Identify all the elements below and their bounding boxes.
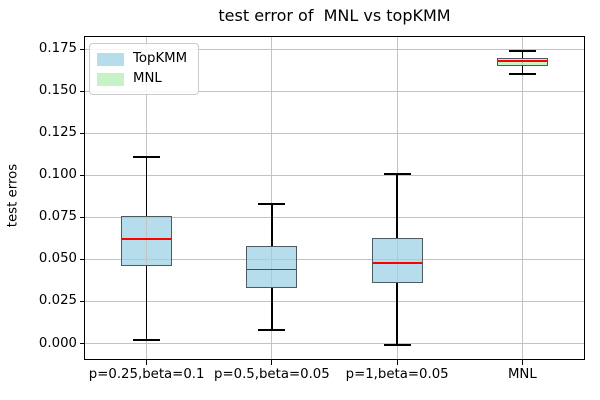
y-tick-mark: [79, 90, 84, 92]
box-median-line: [247, 268, 297, 271]
whisker-lower-line: [271, 288, 273, 331]
box-rect: [246, 245, 298, 288]
gridline-y: [84, 300, 585, 302]
y-tick-label: 0.150: [38, 83, 77, 99]
gridline-x: [271, 36, 273, 360]
whisker-cap-bottom: [508, 73, 536, 76]
whisker-cap-top: [383, 172, 411, 175]
legend-swatch: [97, 72, 124, 86]
whisker-cap-bottom: [133, 339, 161, 342]
whisker-lower-line: [396, 282, 398, 346]
whisker-upper-line: [271, 203, 273, 246]
y-tick-mark: [79, 132, 84, 134]
y-tick-mark: [79, 174, 84, 176]
y-tick-label: 0.175: [38, 41, 77, 57]
y-tick-label: 0.000: [38, 335, 77, 351]
gridline-y: [84, 132, 585, 134]
y-tick-label: 0.100: [38, 167, 77, 183]
gridline-y: [84, 343, 585, 344]
legend-swatch: [97, 52, 124, 66]
box-rect: [371, 237, 423, 283]
whisker-cap-top: [258, 202, 286, 205]
y-tick-mark: [79, 216, 84, 218]
whisker-cap-bottom: [383, 344, 411, 347]
x-tick-label: p=1,beta=0.05: [345, 367, 449, 382]
box-median-line: [372, 261, 422, 264]
gridline-x: [521, 36, 523, 360]
y-tick-mark: [79, 300, 84, 303]
x-tick-mark: [521, 360, 523, 365]
y-tick-mark: [79, 258, 84, 260]
x-tick-mark: [271, 360, 273, 365]
y-tick-mark: [79, 48, 84, 50]
legend-item-label: TopKMM: [133, 51, 188, 66]
x-tick-label: p=0.5,beta=0.05: [214, 367, 330, 382]
x-tick-mark: [146, 360, 148, 365]
legend: TopKMM MNL: [89, 43, 199, 95]
legend-item: TopKMM: [97, 49, 190, 69]
gridline-y: [84, 174, 585, 176]
y-tick-label: 0.125: [38, 125, 77, 141]
y-tick-label: 0.075: [38, 209, 77, 225]
gridline-y: [84, 90, 585, 92]
box-rect: [496, 57, 548, 66]
x-tick-label: MNL: [507, 367, 537, 382]
box-median-line: [122, 238, 172, 241]
y-tick-label: 0.025: [38, 293, 77, 309]
y-axis-label: test erros: [5, 163, 21, 228]
whisker-cap-top: [508, 49, 536, 52]
box-median-line: [497, 59, 547, 62]
gridline-y: [84, 258, 585, 260]
whisker-cap-bottom: [258, 329, 286, 332]
chart-title: test error of MNL vs topKMM: [218, 6, 451, 25]
y-tick-label: 0.050: [38, 251, 77, 267]
whisker-lower-line: [145, 266, 148, 341]
x-tick-label: p=0.25,beta=0.1: [88, 367, 205, 382]
y-tick-mark: [79, 342, 84, 345]
whisker-upper-line: [521, 50, 524, 58]
x-tick-mark: [396, 360, 398, 365]
gridline-y: [84, 48, 585, 50]
legend-item-label: MNL: [133, 71, 162, 86]
whisker-lower-line: [521, 65, 524, 75]
whisker-upper-line: [396, 173, 398, 238]
legend-item: MNL: [97, 69, 190, 89]
gridline-y: [84, 216, 585, 218]
box-rect: [121, 215, 173, 267]
whisker-cap-top: [133, 155, 161, 158]
whisker-upper-line: [145, 156, 148, 216]
